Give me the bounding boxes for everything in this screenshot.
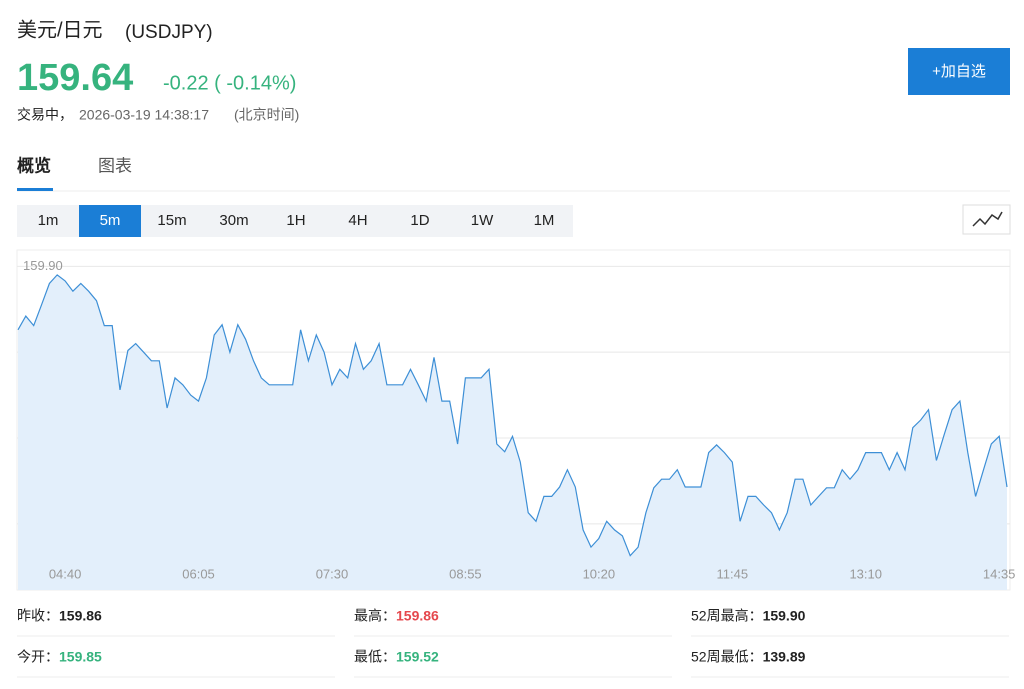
status: 交易中， [17,107,73,123]
interval[interactable]: 1m [38,212,59,229]
x-tick-label: 14:35 [983,566,1016,581]
stat-label: 昨收： [17,608,59,624]
stat-value: 139.89 [763,649,806,665]
x-tick-label: 11:45 [716,566,748,581]
interval[interactable]: 1H [286,212,305,229]
y-tick-label: 159.90 [23,258,63,273]
interval[interactable]: 30m [219,212,248,229]
button-label[interactable]: +加自选 [932,63,986,80]
stat-value: 159.90 [763,608,806,624]
price: 159.64 [17,57,133,99]
stat-value: 159.86 [396,608,439,624]
price-line [17,274,1008,557]
interval[interactable]: 15m [157,212,186,229]
area [18,274,1007,590]
stat-value: 159.85 [59,649,102,665]
stat-label: 最高： [354,608,396,624]
interval[interactable]: 1W [471,212,494,229]
x-tick-label: 07:30 [316,566,349,581]
stat-label: 52周最高： [691,608,763,624]
tab[interactable]: 概览 [17,155,51,175]
x-tick-label: 13:10 [849,566,882,581]
interval[interactable]: 5m [100,212,121,229]
chart-type-button[interactable] [962,204,1011,235]
timestamp: 2026-03-19 14:38:17 [79,107,209,123]
interval[interactable]: 4H [348,212,367,229]
asset-name: 美元/日元 [17,18,103,41]
tab[interactable]: 图表 [98,156,132,175]
stat-label: 最低： [354,649,396,665]
interval-selected[interactable] [79,205,141,237]
stat-label: 52周最低： [691,649,763,665]
stat-label: 今开： [17,649,59,665]
stat-value: 159.86 [59,608,102,624]
add-watchlist-button[interactable] [908,48,1010,95]
x-tick-label: 08:55 [449,566,482,581]
tab-indicator [17,188,53,191]
x-tick-label: 06:05 [182,566,215,581]
x-tick-label: 10:20 [583,566,616,581]
asset-symbol: (USDJPY) [125,22,213,43]
interval[interactable]: 1D [410,212,429,229]
stat-value: 159.52 [396,649,439,665]
timezone: (北京时间) [234,107,299,123]
x-tick-label: 04:40 [49,566,82,581]
chart-type-icon [972,211,1003,227]
price-change: -0.22 ( -0.14%) [163,72,296,94]
interval[interactable]: 1M [534,212,555,229]
